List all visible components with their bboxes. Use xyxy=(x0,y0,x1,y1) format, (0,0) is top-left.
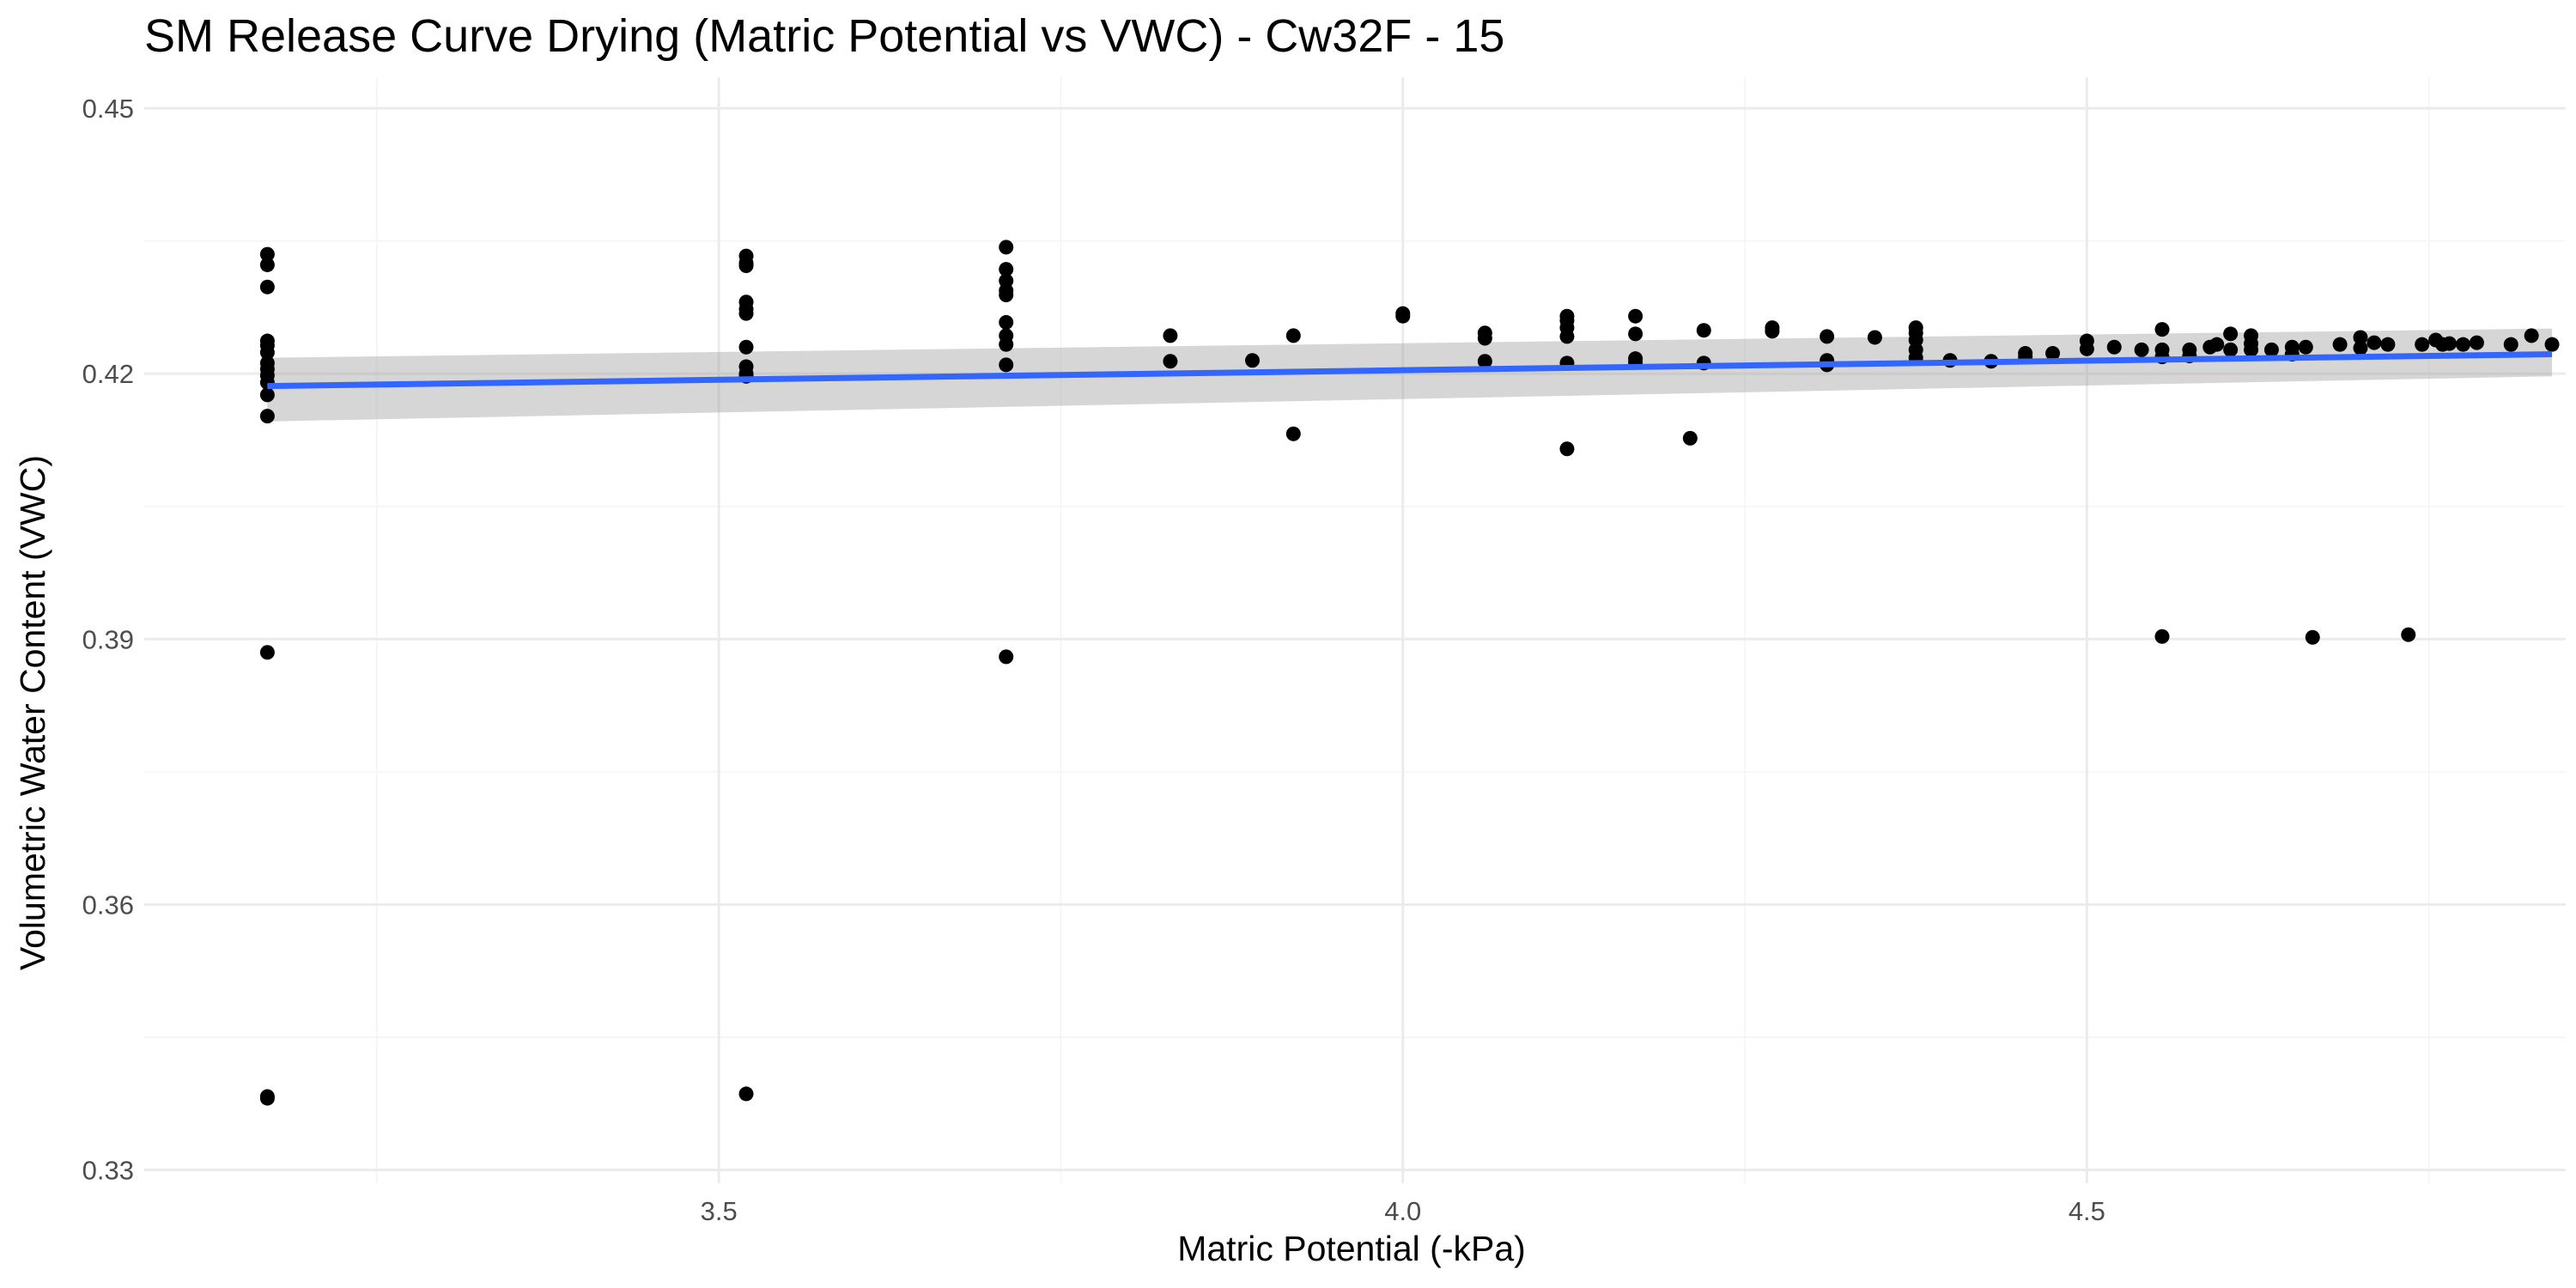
data-point xyxy=(2154,322,2170,337)
data-point xyxy=(738,1086,754,1102)
y-tick-label: 0.45 xyxy=(82,94,134,124)
data-point xyxy=(1477,354,1492,369)
data-point xyxy=(1163,354,1178,369)
data-point xyxy=(999,287,1014,302)
data-point xyxy=(2353,330,2368,345)
data-point xyxy=(1867,330,1882,345)
data-point xyxy=(2106,339,2122,355)
data-point xyxy=(738,306,754,321)
x-axis-ticks: 3.5 4.0 4.5 xyxy=(701,1196,2105,1226)
data-point xyxy=(2263,342,2279,357)
data-point xyxy=(1628,326,1643,342)
y-axis-ticks: 0.33 0.36 0.39 0.42 0.45 xyxy=(82,94,134,1185)
data-point xyxy=(999,240,1014,255)
data-point xyxy=(2544,337,2560,352)
data-point xyxy=(2353,340,2368,355)
data-point xyxy=(2045,345,2061,361)
y-tick-label: 0.42 xyxy=(82,359,134,389)
data-point xyxy=(1559,441,1575,457)
confidence-band-layer xyxy=(267,328,2553,422)
data-point xyxy=(1477,331,1492,346)
data-point xyxy=(2469,335,2484,350)
data-point xyxy=(999,337,1014,352)
fit-line-layer xyxy=(267,351,2553,390)
x-tick-label: 4.0 xyxy=(1384,1196,1421,1226)
data-point xyxy=(2366,335,2382,350)
data-point xyxy=(259,279,275,295)
data-point xyxy=(2415,337,2430,352)
data-point xyxy=(738,258,754,273)
y-tick-label: 0.36 xyxy=(82,890,134,920)
grid xyxy=(144,77,2566,1183)
data-point xyxy=(1559,329,1575,344)
data-point xyxy=(2223,326,2239,342)
data-point xyxy=(2154,629,2170,644)
data-points xyxy=(259,240,2560,1106)
fit-line xyxy=(267,351,2553,390)
data-point xyxy=(999,357,1014,373)
data-point xyxy=(2223,342,2239,357)
confidence-band xyxy=(267,328,2553,422)
x-tick-label: 3.5 xyxy=(701,1196,738,1226)
x-axis-title: Matric Potential (-kPa) xyxy=(1177,1229,1526,1268)
data-point xyxy=(2524,328,2539,343)
data-point xyxy=(999,262,1014,277)
data-point xyxy=(1765,324,1780,339)
data-point xyxy=(2380,337,2396,352)
data-point xyxy=(259,387,275,403)
y-tick-label: 0.39 xyxy=(82,624,134,654)
data-point xyxy=(2442,336,2458,351)
data-point xyxy=(2134,342,2149,357)
x-tick-label: 4.5 xyxy=(2069,1196,2105,1226)
data-point xyxy=(2298,339,2313,355)
data-point xyxy=(259,645,275,660)
data-point xyxy=(999,314,1014,330)
data-point xyxy=(738,339,754,355)
y-tick-label: 0.33 xyxy=(82,1156,134,1186)
data-point xyxy=(259,246,275,262)
data-point xyxy=(259,1091,275,1106)
data-point xyxy=(259,409,275,424)
data-point xyxy=(1285,328,1301,343)
data-point xyxy=(2401,627,2416,642)
data-point xyxy=(1163,328,1178,343)
data-point xyxy=(2209,337,2225,352)
data-point xyxy=(2305,629,2320,645)
chart-title: SM Release Curve Drying (Matric Potentia… xyxy=(144,10,1504,62)
data-point xyxy=(2503,337,2518,352)
data-point xyxy=(2244,342,2259,357)
data-point xyxy=(259,344,275,360)
data-point xyxy=(1395,308,1411,324)
data-point xyxy=(999,649,1014,665)
y-axis-title: Volumetric Water Content (VWC) xyxy=(13,455,52,970)
data-point xyxy=(259,257,275,272)
data-point xyxy=(1682,430,1698,446)
data-point xyxy=(1820,329,1835,344)
data-point xyxy=(2456,337,2471,352)
data-point xyxy=(1285,426,1301,441)
data-point xyxy=(1696,323,1711,338)
data-point xyxy=(1628,308,1643,324)
data-point xyxy=(1245,353,1261,368)
data-point xyxy=(2079,341,2094,356)
data-point xyxy=(2332,337,2348,352)
